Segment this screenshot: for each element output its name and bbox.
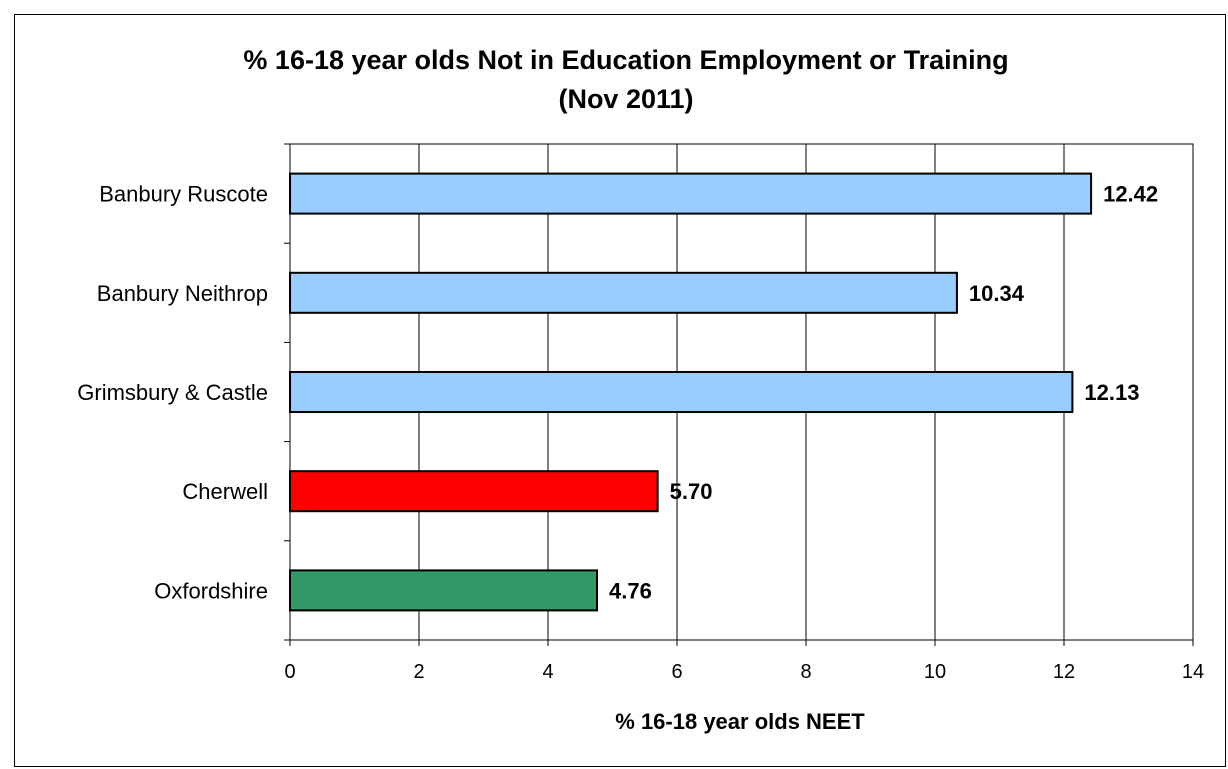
labels: 0 2 4 6 8 10 12 14 Banbury Ruscote 12.42 Banbury N… <box>77 182 1204 683</box>
category-label-0: Banbury Ruscote <box>99 182 268 207</box>
category-label-2: Grimsbury & Castle <box>77 380 268 405</box>
bar-0 <box>289 172 1093 215</box>
x-tick-label-6: 12 <box>1053 661 1075 683</box>
value-label-4: 4.76 <box>609 578 652 603</box>
bar-1 <box>289 271 958 314</box>
category-label-4: Oxfordshire <box>154 578 268 603</box>
value-label-0: 12.42 <box>1103 182 1158 207</box>
chart-subtitle: (Nov 2011) <box>558 84 693 114</box>
value-label-1: 10.34 <box>969 281 1025 306</box>
bars <box>289 172 1093 612</box>
x-axis-title: % 16-18 year olds NEET <box>615 709 865 734</box>
x-tick-label-7: 14 <box>1182 661 1204 683</box>
category-label-3: Cherwell <box>182 479 268 504</box>
bar-3 <box>289 470 659 513</box>
value-label-2: 12.13 <box>1084 380 1139 405</box>
bar-2 <box>289 371 1074 413</box>
chart-title: % 16-18 year olds Not in Education Emplo… <box>243 45 1008 75</box>
x-tick-label-0: 0 <box>284 661 295 683</box>
x-tick-label-4: 8 <box>800 661 811 683</box>
x-tick-label-1: 2 <box>413 661 424 683</box>
category-label-1: Banbury Neithrop <box>97 281 268 306</box>
x-tick-label-5: 10 <box>924 661 946 683</box>
bar-4 <box>289 569 599 612</box>
x-tick-label-3: 6 <box>671 661 682 683</box>
x-tick-label-2: 4 <box>542 661 553 683</box>
value-label-3: 5.70 <box>670 479 713 504</box>
